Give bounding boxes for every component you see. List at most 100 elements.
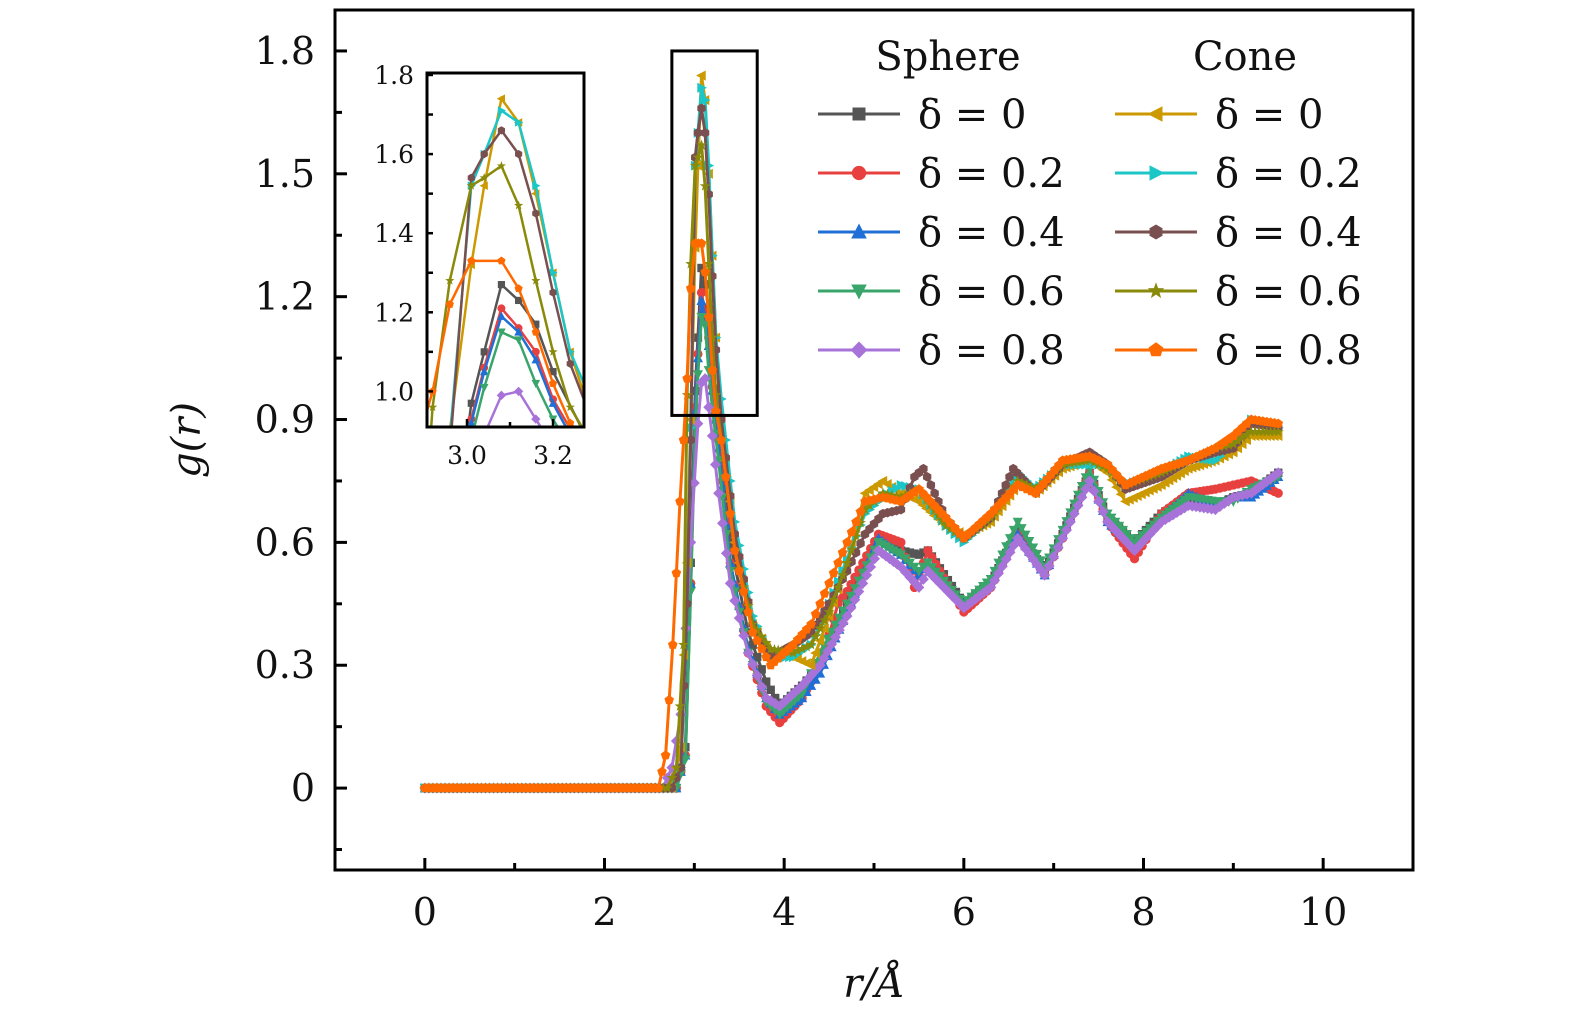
legend-marker-circle [851, 165, 867, 181]
data-point [917, 573, 929, 585]
data-point [954, 598, 966, 610]
inset-data-point [592, 427, 599, 435]
data-point [713, 487, 725, 499]
data-point [760, 637, 772, 648]
data-point [682, 373, 692, 383]
data-point [814, 622, 826, 633]
inset-data-point [467, 173, 475, 182]
data-point [729, 595, 741, 607]
legend-title-sphere: Sphere [875, 34, 1020, 80]
inset-y-tick-label: 1.4 [374, 219, 414, 248]
data-point [787, 647, 799, 658]
inset-data-point [446, 585, 454, 593]
legend-marker-star [1147, 282, 1165, 299]
inset-data-point [513, 386, 524, 397]
inset-data-point [532, 209, 540, 218]
data-point [876, 547, 888, 559]
inset-data-point [496, 94, 506, 104]
inset-data-point [466, 180, 476, 190]
data-point [1236, 432, 1248, 443]
legend-entry: δ = 0.8 [1115, 328, 1362, 374]
data-point [686, 435, 695, 445]
data-point [1001, 542, 1012, 552]
inset-data-point [549, 288, 557, 297]
data-point [1227, 438, 1239, 449]
data-point [1084, 475, 1096, 487]
data-point [1008, 525, 1019, 536]
data-point [838, 606, 849, 617]
data-point [678, 434, 689, 445]
data-point [1257, 426, 1269, 437]
data-point [1214, 501, 1226, 513]
data-point [680, 755, 691, 765]
inset-data-point [591, 427, 599, 436]
data-point [919, 548, 928, 557]
data-point [849, 594, 861, 606]
data-point [856, 538, 865, 549]
data-point [849, 584, 860, 594]
inset-data-point [549, 368, 557, 376]
inset-data-point [420, 744, 427, 751]
inset-x-tick-label: 3.2 [533, 441, 573, 470]
legend-entry: δ = 0.4 [1115, 210, 1362, 256]
x-tick-label: 0 [413, 890, 437, 934]
data-point [703, 258, 715, 269]
data-point [826, 638, 838, 650]
legend-label: δ = 0.8 [918, 328, 1065, 374]
data-point [833, 557, 843, 567]
data-point [666, 772, 678, 783]
data-point [753, 652, 762, 662]
inset-data-point [635, 574, 644, 582]
data-point [944, 523, 956, 534]
data-point [810, 609, 821, 619]
inset-data-point [398, 743, 406, 752]
data-point [697, 103, 706, 114]
data-point [828, 568, 839, 578]
data-point [1253, 426, 1265, 437]
data-point [685, 283, 696, 293]
data-point [1088, 485, 1100, 497]
inset-data-point [479, 366, 489, 376]
inset-data-point [565, 402, 575, 412]
data-point [756, 681, 768, 693]
data-point [1005, 472, 1014, 482]
data-point [801, 641, 813, 652]
data-point [810, 674, 821, 684]
data-point [747, 627, 758, 637]
x-tick-label: 10 [1299, 890, 1347, 934]
data-point [896, 504, 906, 515]
data-point [696, 295, 707, 305]
inset-data-point [496, 390, 507, 401]
inset-series-group [377, 94, 644, 790]
data-point [693, 128, 703, 138]
inset-data-point [411, 644, 420, 653]
inset-axes: 3.0 3.2 1.0 1.2 1.4 1.6 1.8 [374, 61, 573, 470]
data-point [1020, 530, 1031, 541]
inset-data-point [399, 763, 406, 771]
data-point [819, 614, 830, 625]
data-point [762, 677, 771, 686]
data-point [815, 598, 825, 608]
legend-marker-triangle-up [851, 223, 867, 239]
data-point [1035, 556, 1046, 566]
data-point [674, 700, 686, 711]
data-point [973, 590, 985, 602]
data-point [1080, 473, 1091, 483]
data-point [837, 547, 848, 557]
data-point [822, 645, 834, 657]
data-point [1068, 508, 1080, 520]
inset-data-point [377, 782, 386, 790]
inset-data-point [514, 284, 523, 293]
data-point [661, 782, 673, 793]
data-point [1265, 426, 1276, 437]
data-point [962, 599, 974, 611]
inset-data-point [479, 181, 488, 191]
data-point [896, 537, 906, 548]
inset-data-point [592, 407, 600, 416]
inset-data-point [635, 565, 643, 573]
inset-data-point [497, 126, 505, 135]
data-point [855, 506, 866, 516]
data-point [910, 549, 919, 558]
data-point [919, 463, 928, 474]
data-point [724, 577, 736, 589]
